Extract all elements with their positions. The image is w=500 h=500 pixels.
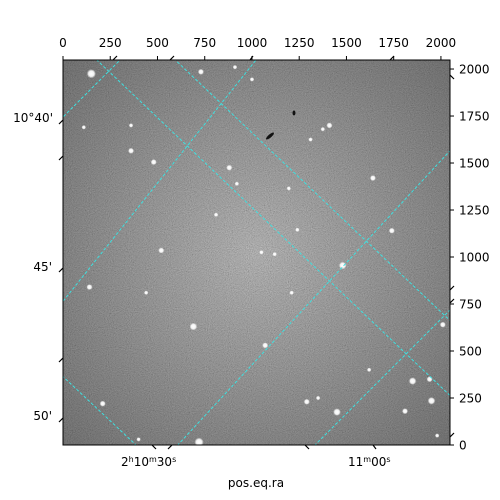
star bbox=[408, 377, 417, 385]
world-tick bbox=[151, 444, 157, 450]
star bbox=[189, 322, 198, 331]
image-artifact bbox=[266, 132, 274, 140]
star bbox=[249, 77, 255, 82]
world-tick bbox=[249, 55, 254, 61]
star bbox=[426, 376, 433, 383]
star bbox=[338, 261, 347, 270]
star bbox=[136, 437, 141, 442]
dec-tick-label: 45' bbox=[33, 260, 52, 274]
sky-image bbox=[63, 60, 450, 445]
world-tick bbox=[58, 357, 64, 363]
y-tick-label: 1500 bbox=[459, 157, 490, 171]
star bbox=[320, 126, 326, 132]
star bbox=[128, 147, 135, 154]
star bbox=[234, 181, 240, 186]
star bbox=[81, 125, 86, 130]
star bbox=[213, 212, 219, 217]
star bbox=[99, 400, 106, 407]
world-tick bbox=[449, 298, 455, 304]
x-tick-label: 500 bbox=[146, 36, 169, 50]
world-tick bbox=[449, 285, 455, 291]
y-tick-label: 1750 bbox=[459, 110, 490, 124]
star bbox=[194, 437, 204, 445]
dec-tick-label: 10°40' bbox=[13, 111, 53, 125]
grid-line bbox=[63, 375, 137, 445]
star bbox=[295, 227, 300, 232]
stars-layer bbox=[81, 64, 446, 445]
x-tick-label: 1000 bbox=[237, 36, 268, 50]
y-tick-label: 2000 bbox=[459, 63, 490, 77]
x-tick-label: 1750 bbox=[378, 36, 409, 50]
grid-line bbox=[63, 60, 121, 118]
ra-tick-label: 2h10m30s bbox=[121, 455, 176, 470]
grid-line bbox=[63, 60, 257, 303]
y-tick-label: 1000 bbox=[459, 251, 490, 265]
grid-line bbox=[96, 60, 450, 397]
world-tick bbox=[449, 74, 455, 80]
grid-line bbox=[177, 150, 450, 445]
world-tick bbox=[58, 417, 64, 423]
star bbox=[226, 164, 233, 171]
star bbox=[158, 247, 165, 254]
grid-line bbox=[174, 60, 450, 322]
coordinate-grid bbox=[63, 60, 450, 445]
x-axis-label: pos.eq.ra bbox=[228, 476, 284, 490]
star bbox=[86, 284, 93, 291]
star bbox=[333, 408, 341, 416]
star bbox=[272, 251, 277, 257]
dec-tick-label: 50' bbox=[33, 409, 52, 423]
plot-frame bbox=[62, 59, 451, 446]
star bbox=[388, 227, 395, 234]
top-pixel-axis: 0 250 500 750 1000 1250 1500 1750 2000 bbox=[59, 36, 456, 60]
star bbox=[308, 137, 313, 142]
star bbox=[326, 122, 333, 129]
star bbox=[232, 64, 238, 70]
star bbox=[366, 367, 372, 373]
world-tick bbox=[372, 444, 377, 450]
y-tick-label: 500 bbox=[459, 345, 482, 359]
star bbox=[402, 408, 409, 415]
world-tick bbox=[58, 119, 64, 125]
world-tick bbox=[449, 432, 455, 438]
y-tick-label: 750 bbox=[459, 298, 482, 312]
world-tick bbox=[304, 444, 310, 450]
world-tick bbox=[169, 55, 175, 61]
world-tick bbox=[389, 55, 395, 61]
star bbox=[303, 398, 310, 405]
y-tick-label: 0 bbox=[459, 439, 467, 453]
star bbox=[86, 69, 96, 79]
star bbox=[259, 250, 264, 255]
x-tick-label: 250 bbox=[99, 36, 122, 50]
y-tick-label: 250 bbox=[459, 392, 482, 406]
world-tick bbox=[58, 267, 64, 273]
star bbox=[262, 342, 269, 349]
x-tick-label: 2000 bbox=[426, 36, 457, 50]
star bbox=[434, 433, 440, 438]
star bbox=[427, 397, 436, 405]
star bbox=[315, 395, 321, 401]
star bbox=[128, 123, 134, 128]
star bbox=[143, 290, 149, 295]
world-tick bbox=[167, 444, 173, 450]
x-tick-label: 1500 bbox=[331, 36, 362, 50]
star bbox=[289, 290, 294, 295]
x-tick-label: 750 bbox=[193, 36, 216, 50]
star bbox=[150, 159, 157, 166]
image-artifact bbox=[292, 110, 296, 116]
ra-tick-label: 11m00s bbox=[348, 455, 391, 470]
star bbox=[369, 175, 376, 182]
world-axis-ticks bbox=[58, 55, 455, 450]
star bbox=[286, 186, 292, 191]
world-tick bbox=[58, 155, 64, 161]
star bbox=[197, 68, 204, 75]
y-tick-label: 1250 bbox=[459, 204, 490, 218]
world-tick bbox=[112, 55, 118, 61]
star bbox=[439, 321, 446, 328]
grid-line bbox=[314, 309, 450, 445]
x-tick-label: 1250 bbox=[284, 36, 315, 50]
x-tick-label: 0 bbox=[59, 36, 67, 50]
right-pixel-axis: 0 250 500 750 1000 1250 1500 1750 2000 bbox=[450, 63, 490, 453]
